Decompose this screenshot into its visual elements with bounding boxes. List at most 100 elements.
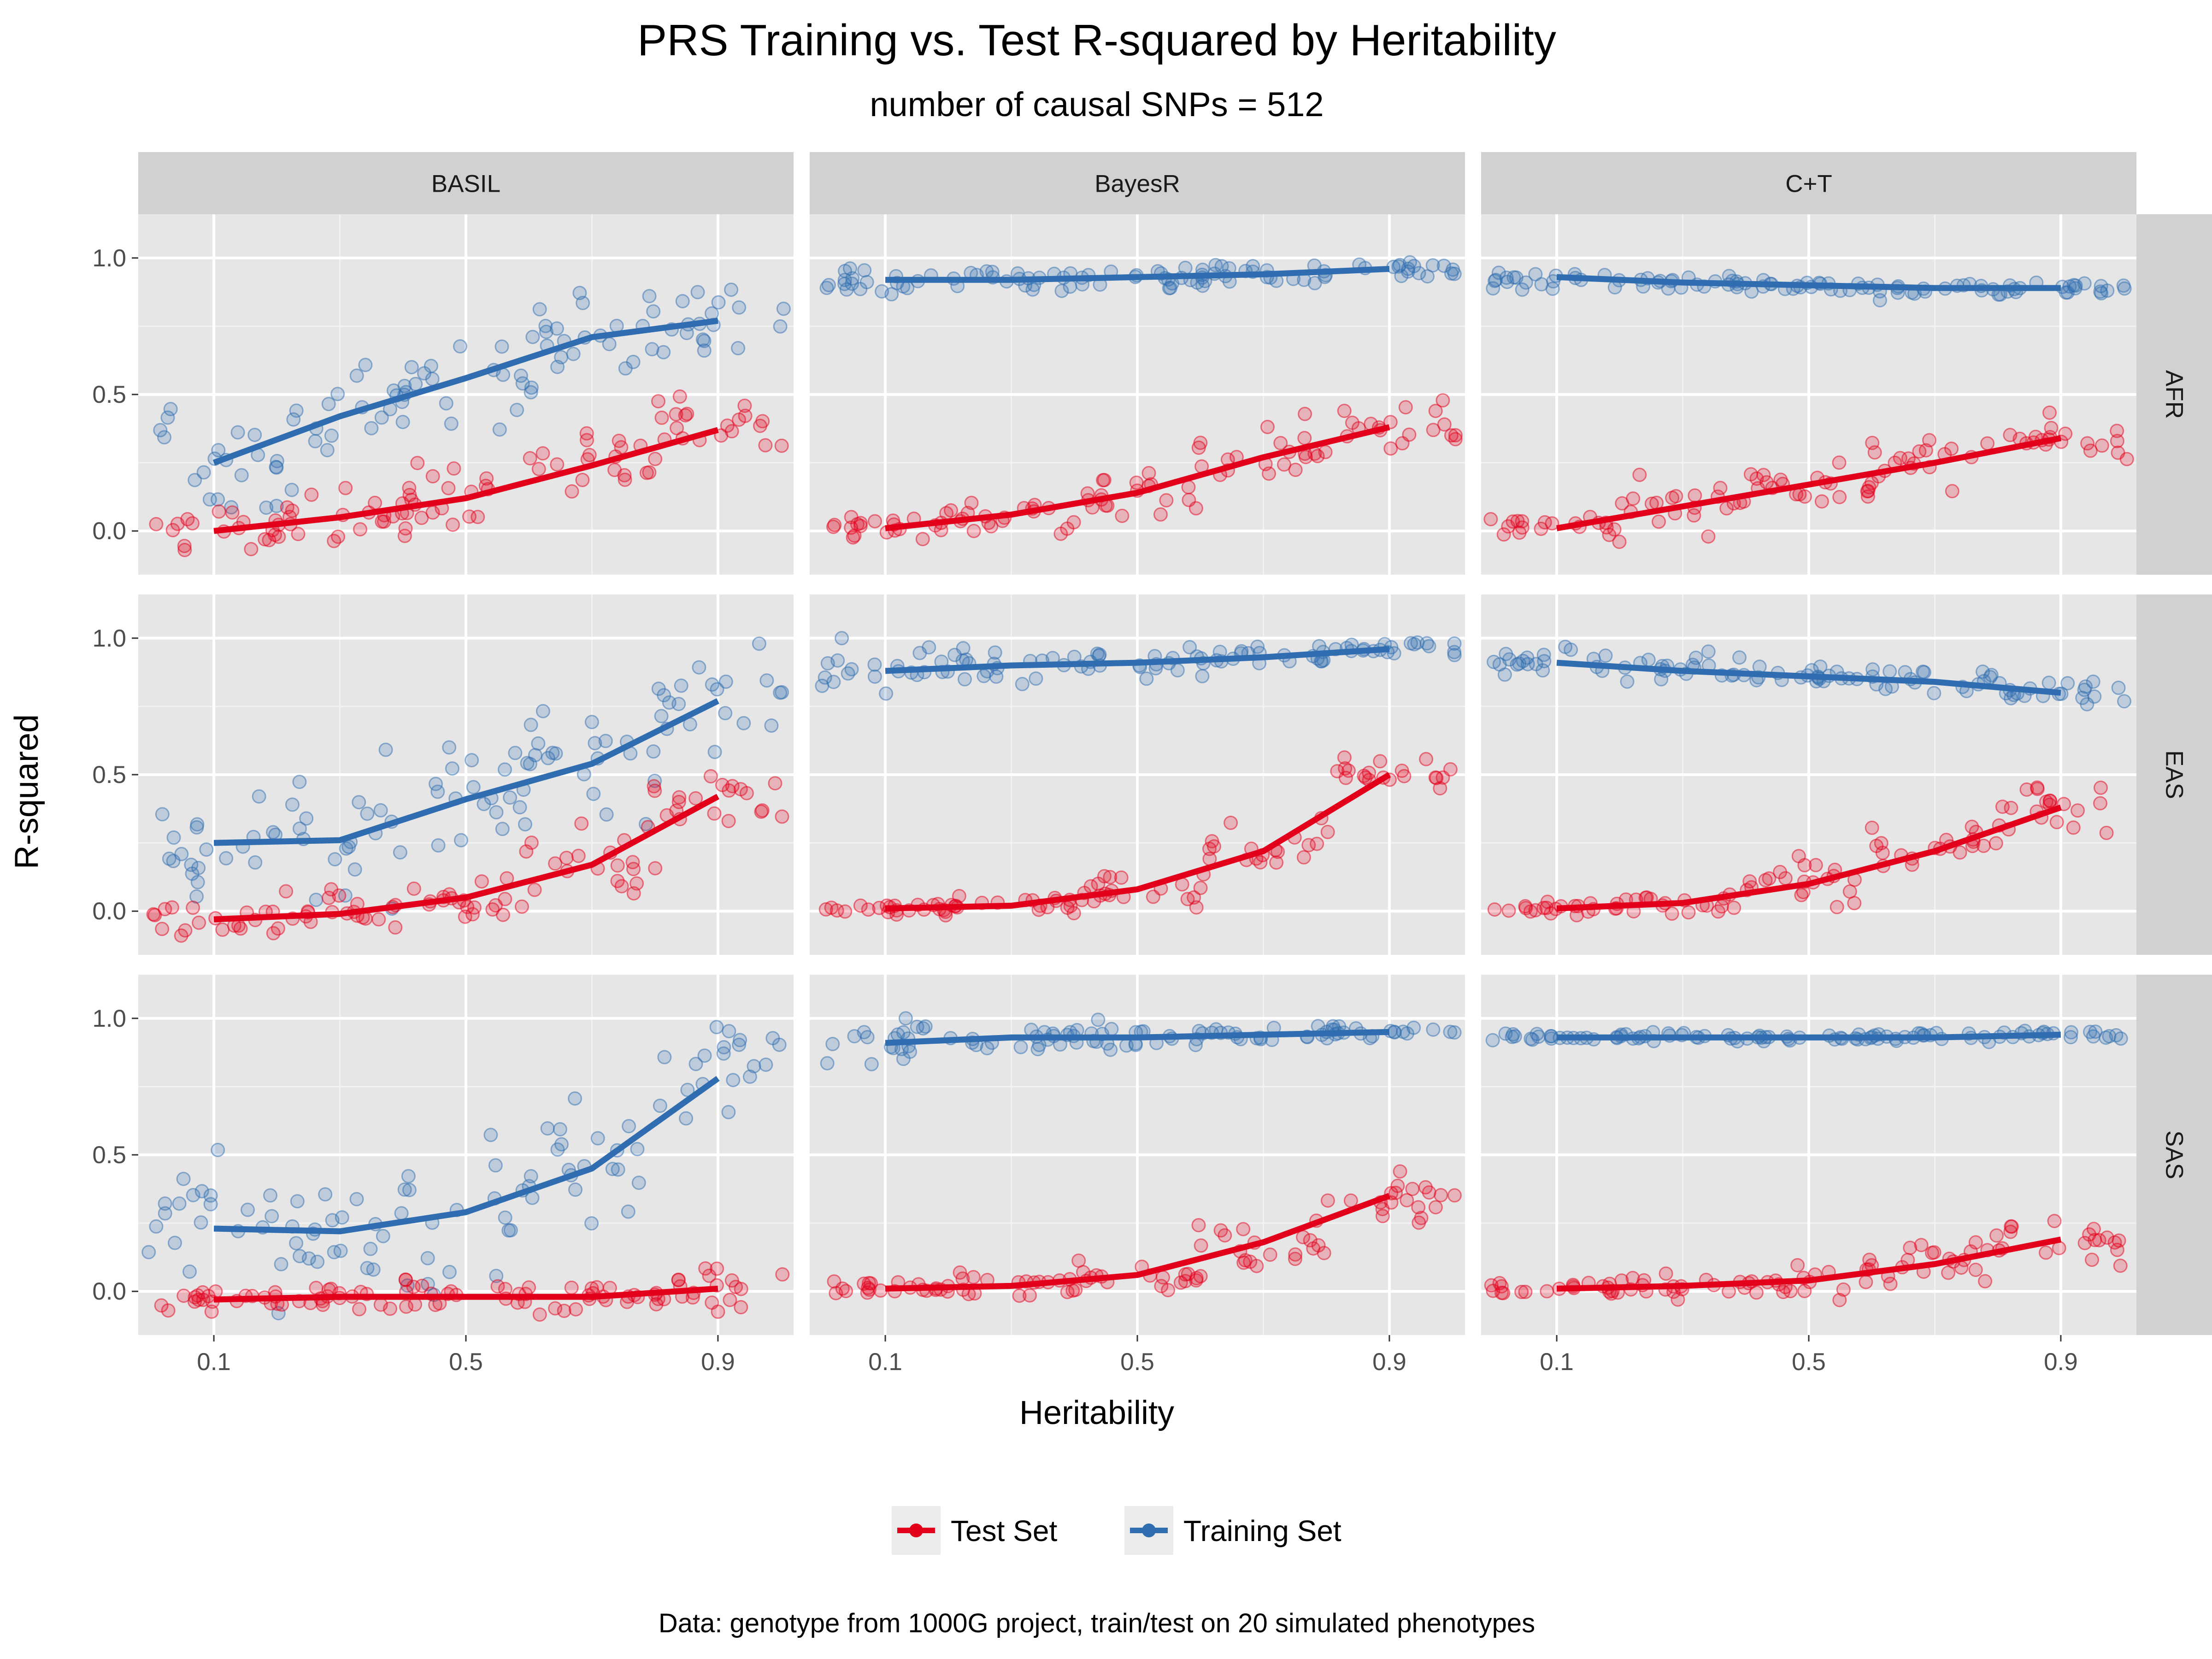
data-point-training-set xyxy=(819,281,834,295)
legend-item-training-set: Training Set xyxy=(1124,1506,1341,1555)
data-point-test-set xyxy=(208,1284,223,1299)
data-point-training-set xyxy=(417,366,431,381)
data-point-training-set xyxy=(1015,677,1030,691)
data-point-test-set xyxy=(1288,1252,1302,1266)
data-point-test-set xyxy=(474,874,489,889)
x-tick-label: 0.5 xyxy=(449,1348,483,1376)
data-point-training-set xyxy=(186,1188,200,1202)
data-point-training-set xyxy=(1182,640,1197,654)
data-point-training-set xyxy=(857,263,872,278)
data-point-test-set xyxy=(186,900,200,915)
data-point-test-set xyxy=(192,915,206,930)
data-point-test-set xyxy=(1893,451,1907,465)
data-point-training-set xyxy=(1403,255,1417,270)
data-point-test-set xyxy=(490,1279,505,1294)
data-point-test-set xyxy=(266,926,281,941)
data-point-test-set xyxy=(710,1261,724,1276)
data-point-test-set xyxy=(1487,902,1502,917)
data-point-test-set xyxy=(177,543,192,557)
data-point-training-set xyxy=(598,734,613,748)
data-point-training-set xyxy=(495,822,510,836)
data-point-training-set xyxy=(645,342,659,357)
data-point-training-set xyxy=(958,672,972,687)
data-point-test-set xyxy=(607,463,622,477)
data-point-test-set xyxy=(2093,796,2107,811)
data-point-training-set xyxy=(554,350,569,365)
data-point-training-set xyxy=(358,358,373,372)
data-point-training-set xyxy=(657,688,671,703)
data-point-test-set xyxy=(2107,1235,2122,1250)
data-point-test-set xyxy=(2004,1219,2018,1234)
data-point-test-set xyxy=(1714,899,1729,914)
data-point-test-set xyxy=(185,516,200,531)
data-point-test-set xyxy=(488,898,503,912)
data-point-training-set xyxy=(360,806,375,821)
data-point-test-set xyxy=(1253,855,1268,870)
data-point-test-set xyxy=(1687,508,1701,523)
data-point-training-set xyxy=(835,631,849,646)
data-point-test-set xyxy=(479,471,494,486)
data-point-training-set xyxy=(922,640,936,655)
data-point-training-set xyxy=(1444,266,1459,281)
data-point-test-set xyxy=(953,1265,967,1280)
data-point-training-set xyxy=(956,641,971,656)
series-line-training-set xyxy=(885,646,1390,674)
data-point-training-set xyxy=(211,1142,225,1157)
data-point-training-set xyxy=(675,294,690,309)
data-point-test-set xyxy=(1337,750,1352,765)
data-point-test-set xyxy=(775,1267,790,1282)
data-point-training-set xyxy=(724,282,739,297)
data-point-training-set xyxy=(203,1188,218,1203)
data-point-test-set xyxy=(1297,431,1312,446)
data-point-test-set xyxy=(1393,1164,1407,1179)
data-point-training-set xyxy=(442,740,457,755)
data-point-test-set xyxy=(398,521,413,536)
data-point-training-set xyxy=(825,1037,840,1051)
data-point-test-set xyxy=(291,527,306,541)
data-point-training-set xyxy=(1307,276,1322,290)
data-point-test-set xyxy=(368,495,382,510)
data-point-test-set xyxy=(966,1270,981,1284)
data-point-test-set xyxy=(580,433,594,447)
data-point-training-set xyxy=(158,1206,172,1221)
data-point-training-set xyxy=(584,715,599,729)
data-point-test-set xyxy=(1830,900,1844,914)
data-point-training-set xyxy=(420,1251,435,1265)
data-point-test-set xyxy=(827,518,842,532)
data-point-training-set xyxy=(289,1236,304,1251)
data-point-test-set xyxy=(352,1302,366,1317)
data-point-training-set xyxy=(1701,644,1716,659)
data-point-test-set xyxy=(1612,535,1627,549)
data-point-training-set xyxy=(1170,663,1185,677)
data-point-test-set xyxy=(571,848,586,863)
data-point-training-set xyxy=(525,329,540,344)
facet-strip-afr xyxy=(2136,214,2212,575)
data-point-training-set xyxy=(324,428,339,443)
data-point-training-set xyxy=(1447,1025,1462,1040)
data-point-training-set xyxy=(586,787,601,801)
data-point-test-set xyxy=(1496,527,1511,542)
data-point-test-set xyxy=(1808,858,1823,872)
data-point-training-set xyxy=(554,1137,569,1152)
data-point-training-set xyxy=(568,1182,582,1197)
data-point-test-set xyxy=(1665,906,1679,921)
facet-strip-label-eas: EAS xyxy=(2161,750,2188,799)
data-point-training-set xyxy=(394,1206,409,1221)
data-point-test-set xyxy=(1847,896,1862,911)
data-point-training-set xyxy=(721,1105,736,1119)
data-point-test-set xyxy=(754,804,769,819)
data-point-test-set xyxy=(1114,870,1129,885)
data-point-training-set xyxy=(2116,278,2131,293)
data-point-training-set xyxy=(524,385,538,400)
data-point-training-set xyxy=(2111,681,2126,695)
data-point-training-set xyxy=(622,1119,636,1134)
data-point-training-set xyxy=(172,1196,187,1211)
data-point-training-set xyxy=(508,746,523,760)
y-tick-label: 0.5 xyxy=(92,1141,126,1169)
data-point-training-set xyxy=(1515,282,1530,297)
data-point-training-set xyxy=(867,669,882,684)
data-point-test-set xyxy=(737,399,752,413)
data-point-test-set xyxy=(1395,436,1410,451)
data-point-test-set xyxy=(768,776,782,791)
data-point-test-set xyxy=(1447,1188,1462,1203)
